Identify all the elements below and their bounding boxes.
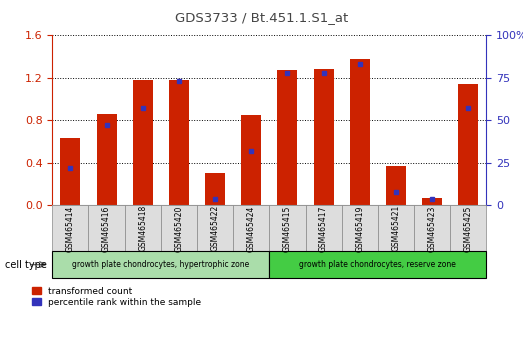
Bar (422, 198, 442, 205)
Text: growth plate chondrocytes, reserve zone: growth plate chondrocytes, reserve zone (300, 260, 456, 269)
Text: GDS3733 / Bt.451.1.S1_at: GDS3733 / Bt.451.1.S1_at (175, 11, 348, 24)
Text: GSM465415: GSM465415 (283, 205, 292, 252)
Text: GSM465421: GSM465421 (391, 205, 401, 251)
Text: GSM465419: GSM465419 (355, 205, 365, 252)
Text: GSM465425: GSM465425 (464, 205, 473, 252)
Bar (133, 80, 153, 205)
Text: GSM465417: GSM465417 (319, 205, 328, 252)
Bar (169, 80, 189, 205)
Text: GSM465423: GSM465423 (428, 205, 437, 252)
Bar (97, 114, 117, 205)
Legend: transformed count, percentile rank within the sample: transformed count, percentile rank withi… (31, 286, 202, 308)
Bar (61, 138, 81, 205)
Text: GSM465416: GSM465416 (102, 205, 111, 252)
Bar (278, 70, 298, 205)
Text: GSM465422: GSM465422 (211, 205, 220, 251)
Bar (205, 173, 225, 205)
Text: growth plate chondrocytes, hypertrophic zone: growth plate chondrocytes, hypertrophic … (72, 260, 249, 269)
Bar (386, 166, 406, 205)
Bar (314, 69, 334, 205)
Bar (458, 84, 478, 205)
Text: GSM465420: GSM465420 (174, 205, 184, 252)
Text: GSM465418: GSM465418 (138, 205, 147, 251)
Bar (241, 115, 261, 205)
Text: GSM465414: GSM465414 (66, 205, 75, 252)
Text: cell type: cell type (5, 259, 47, 270)
Text: GSM465424: GSM465424 (247, 205, 256, 252)
Bar (350, 59, 370, 205)
